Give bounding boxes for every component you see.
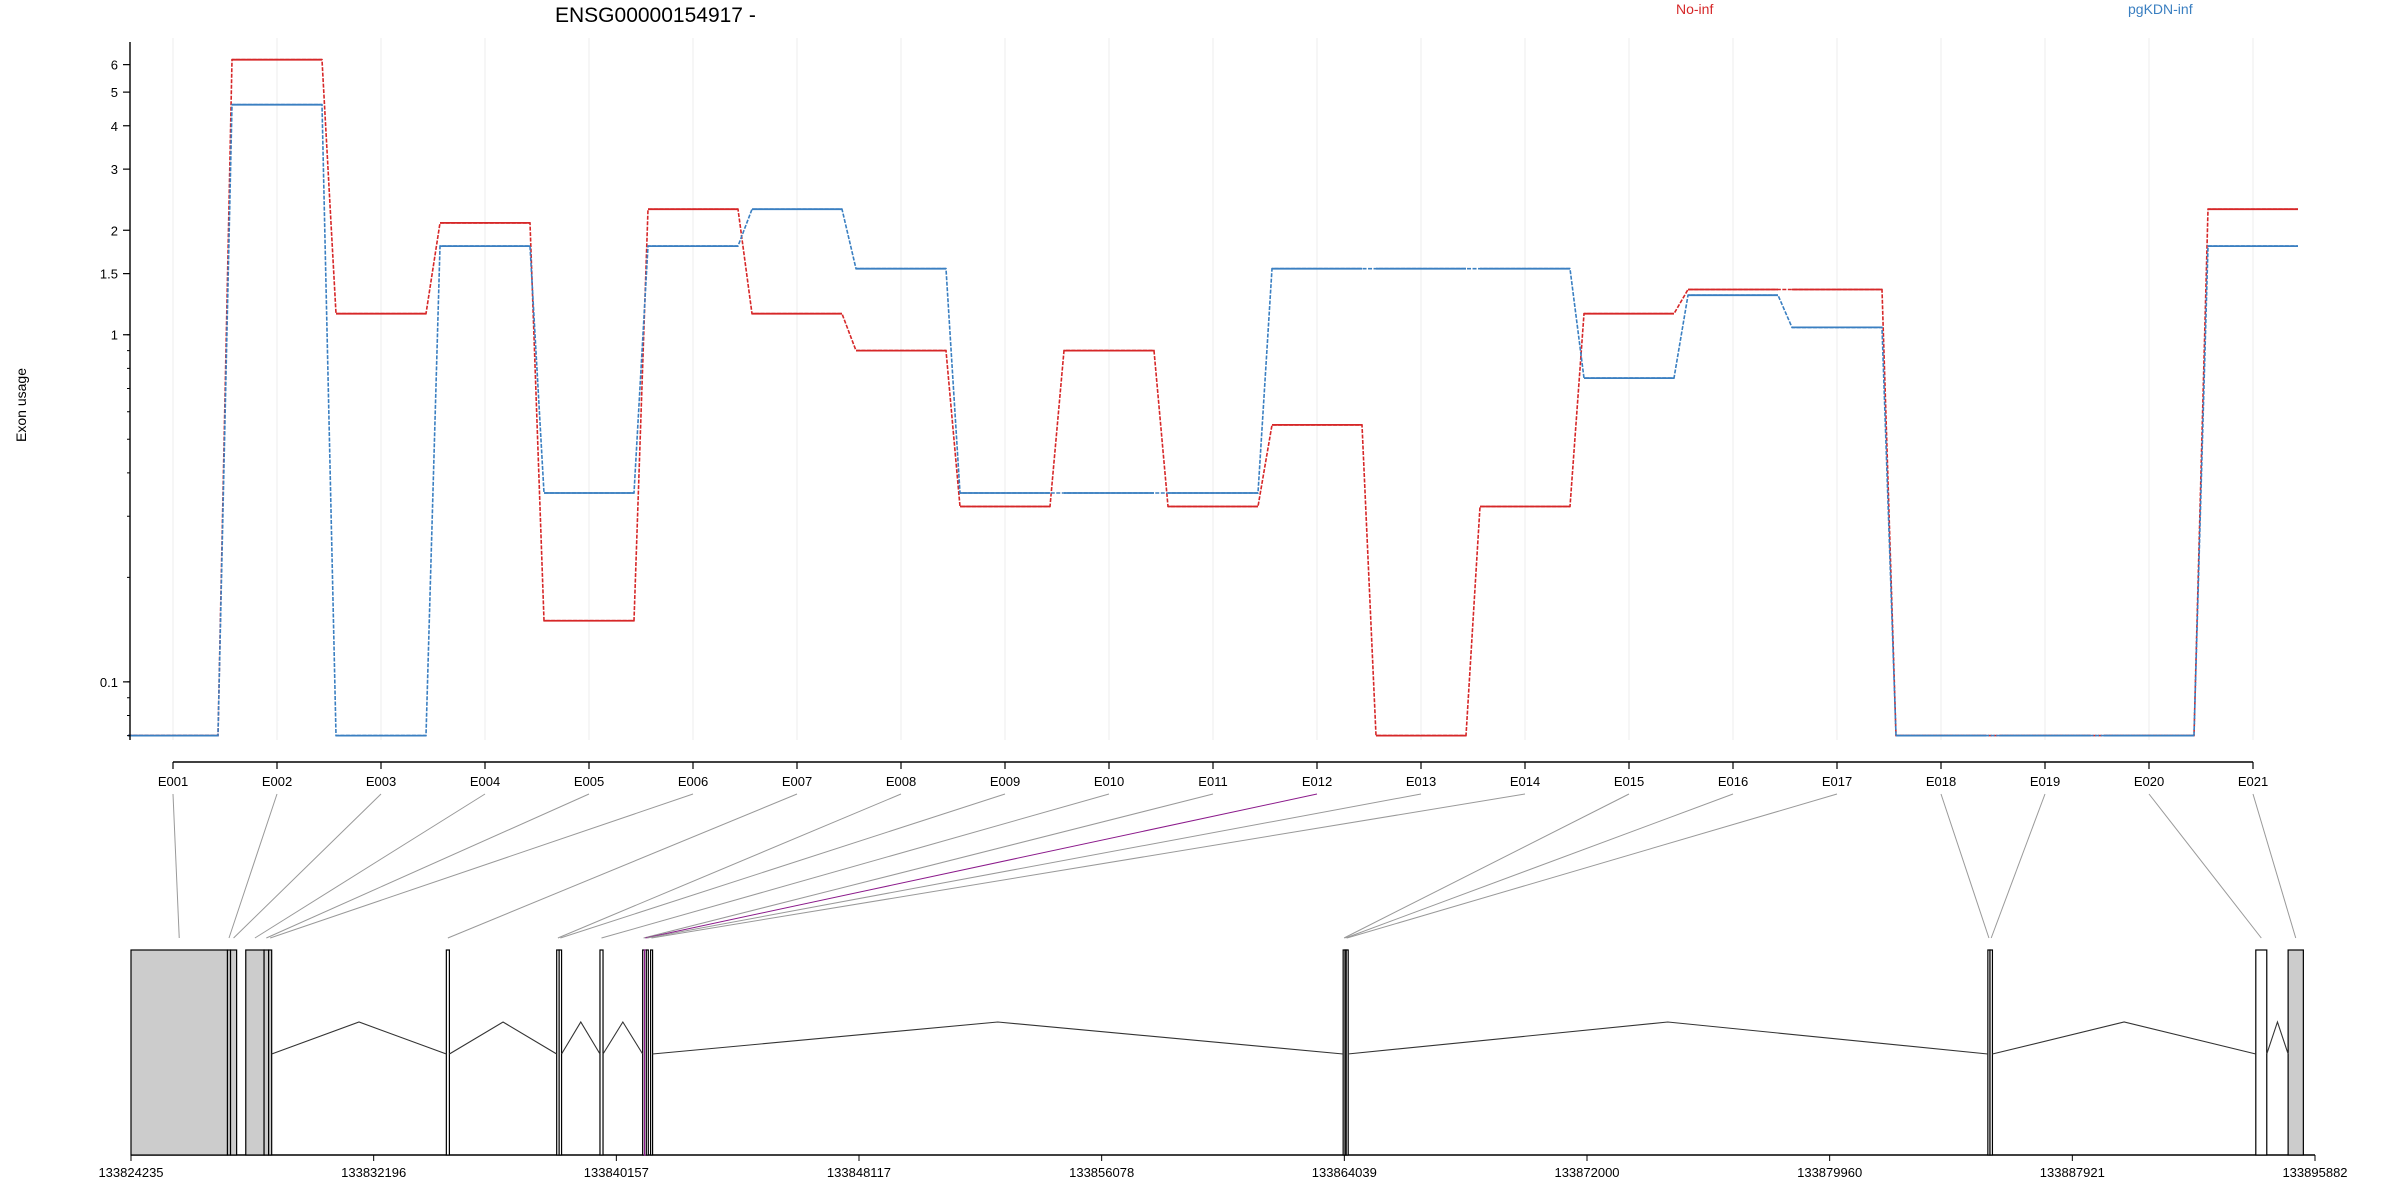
connector-line-e004 <box>254 793 486 939</box>
y-tick-label: 4 <box>111 119 118 134</box>
x-tick-label-e001: E001 <box>158 774 188 789</box>
exon-box-e020 <box>2255 949 2268 1156</box>
x-tick-label-e008: E008 <box>886 774 916 789</box>
x-tick-label-e009: E009 <box>990 774 1020 789</box>
x-tick-label-e004: E004 <box>470 774 500 789</box>
legend-entry-no-inf: No-inf <box>1676 1 1713 17</box>
intron-line <box>602 1020 644 1055</box>
x-tick-label-e015: E015 <box>1614 774 1644 789</box>
x-tick-label-e021: E021 <box>2238 774 2268 789</box>
connector-line-e018 <box>1940 793 1990 939</box>
connector-line-e005 <box>266 793 590 939</box>
x-tick-label-e012: E012 <box>1302 774 1332 789</box>
exon-box-e006 <box>268 949 273 1156</box>
gene-model: 133824235 133832196 133840157 133848117 1338… <box>98 949 2348 1180</box>
x-tick-label-e019: E019 <box>2030 774 2060 789</box>
exon-box-e003 <box>229 949 238 1156</box>
connector-line-e008 <box>557 793 902 939</box>
x-tick-label-e018: E018 <box>1926 774 1956 789</box>
x-tick-label-e017: E017 <box>1822 774 1852 789</box>
gene-axis-label: 133848117 <box>827 1165 891 1180</box>
series-lines <box>128 58 2298 737</box>
y-tick-label: 1 <box>111 328 118 343</box>
axes: 0.1 1 1.5 2 3 4 5 6 E001 E002 E003 E004 E005 E006 E007… <box>100 42 2268 789</box>
x-tick-label-e005: E005 <box>574 774 604 789</box>
chart-title: ENSG00000154917 - <box>555 4 756 27</box>
x-tick-label-e002: E002 <box>262 774 292 789</box>
exon-box-e001 <box>130 949 229 1156</box>
y-tick-label: 2 <box>111 223 118 238</box>
exon-box-e004 <box>245 949 265 1156</box>
y-tick-label: 5 <box>111 85 118 100</box>
y-tick-label: 3 <box>111 162 118 177</box>
x-tick-label-e003: E003 <box>366 774 396 789</box>
x-tick-label-e014: E014 <box>1510 774 1540 789</box>
intron-line <box>1347 1021 1988 1055</box>
x-tick-label-e020: E020 <box>2134 774 2164 789</box>
x-tick-label-e010: E010 <box>1094 774 1124 789</box>
y-axis-label: Exon usage <box>13 368 29 442</box>
gene-axis-label: 133879960 <box>1797 1165 1862 1180</box>
y-tick-label: 0.1 <box>100 675 118 690</box>
connector-line-e013 <box>647 793 1422 939</box>
connector-line-e006 <box>269 793 694 939</box>
connector-line-e010 <box>601 793 1110 939</box>
connector-line-e012 <box>645 793 1318 939</box>
legend-entry-pgkdn-inf: pgKDN-inf <box>2128 1 2193 17</box>
intron-line <box>561 1020 601 1055</box>
connector-line-e001 <box>172 793 180 939</box>
exon-connectors <box>172 793 2297 939</box>
gene-axis-label: 133887921 <box>2040 1165 2105 1180</box>
intron-line <box>271 1021 447 1055</box>
gene-axis-label: 133895882 <box>2282 1165 2347 1180</box>
y-tick-label: 6 <box>111 58 118 73</box>
intron-line <box>2266 1020 2289 1055</box>
connector-line-e020 <box>2148 793 2262 939</box>
connector-line-e002 <box>228 793 278 939</box>
exon-box-e007 <box>445 949 450 1156</box>
x-tick-label-e013: E013 <box>1406 774 1436 789</box>
gene-axis-label: 133832196 <box>341 1165 406 1180</box>
intron-line <box>449 1021 557 1055</box>
connector-line-e014 <box>651 793 1526 939</box>
gene-axis-label: 133864039 <box>1312 1165 1377 1180</box>
intron-line <box>652 1021 1344 1055</box>
connector-line-e015 <box>1343 793 1630 939</box>
exon-box-e014 <box>649 949 654 1156</box>
exon-box-e010 <box>599 949 604 1156</box>
connector-line-e021 <box>2252 793 2297 939</box>
gene-axis-label: 133824235 <box>98 1165 163 1180</box>
connector-line-e007 <box>447 793 798 939</box>
connector-line-e003 <box>233 793 382 939</box>
gene-axis-label: 133840157 <box>584 1165 649 1180</box>
exon-box-e019 <box>1989 949 1994 1156</box>
gene-axis-label: 133872000 <box>1554 1165 1619 1180</box>
exon-box-e017 <box>1345 949 1349 1156</box>
connector-line-e017 <box>1346 793 1838 939</box>
exon-box-e009 <box>558 949 563 1156</box>
x-tick-label-e006: E006 <box>678 774 708 789</box>
grid-lines <box>172 38 2254 740</box>
y-tick-label: 1.5 <box>100 267 118 282</box>
x-tick-label-e016: E016 <box>1718 774 1748 789</box>
exon-box-e013 <box>645 949 649 1156</box>
x-tick-label-e007: E007 <box>782 774 812 789</box>
exon-box-e021 <box>2287 949 2304 1156</box>
exon-box-e005 <box>263 949 270 1156</box>
x-tick-label-e011: E011 <box>1198 774 1227 789</box>
connector-line-e019 <box>1990 793 2046 939</box>
connector-line-e011 <box>643 793 1214 939</box>
connector-line-e016 <box>1345 793 1734 939</box>
connector-line-e009 <box>560 793 1006 939</box>
gene-axis-label: 133856078 <box>1069 1165 1134 1180</box>
intron-line <box>1992 1021 2256 1055</box>
